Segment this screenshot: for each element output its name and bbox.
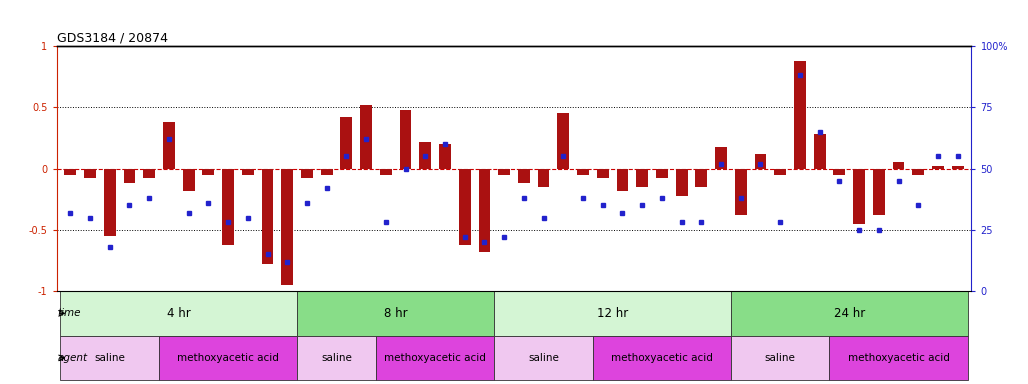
Bar [830,336,967,380]
Bar [222,169,234,245]
Bar [853,169,865,224]
Bar [538,169,550,187]
Bar [597,169,609,179]
Text: 4 hr: 4 hr [167,307,190,320]
Bar [61,291,297,336]
Bar [577,169,589,175]
Bar [261,169,273,264]
Bar [203,169,214,175]
Bar [123,169,136,183]
Bar [380,169,392,175]
Bar [159,336,297,380]
Text: saline: saline [321,353,352,363]
Text: agent: agent [58,353,87,363]
Text: methoxyacetic acid: methoxyacetic acid [611,353,712,363]
Bar [834,169,845,175]
Bar [104,169,116,236]
Bar [321,169,333,175]
Bar [518,169,529,183]
Bar [301,169,313,179]
Bar [593,336,731,380]
Bar [814,134,825,169]
Bar [340,117,353,169]
Text: 24 hr: 24 hr [834,307,865,320]
Bar [755,154,767,169]
Bar [932,166,944,169]
Text: saline: saline [528,353,559,363]
Bar [735,169,746,215]
Bar [360,105,372,169]
Bar [84,169,96,179]
Bar [636,169,648,187]
Bar [494,291,731,336]
Bar [297,336,376,380]
Text: saline: saline [765,353,796,363]
Text: methoxyacetic acid: methoxyacetic acid [847,353,950,363]
Bar [242,169,254,175]
Bar [183,169,194,190]
Bar [715,147,727,169]
Bar [297,291,494,336]
Bar [400,110,411,169]
Bar [617,169,628,190]
Bar [143,169,155,179]
Text: time: time [58,308,80,318]
Text: 12 hr: 12 hr [597,307,628,320]
Text: methoxyacetic acid: methoxyacetic acid [384,353,486,363]
Bar [439,144,451,169]
Text: saline: saline [95,353,125,363]
Bar [695,169,707,187]
Bar [952,166,963,169]
Bar [478,169,490,252]
Bar [557,113,570,169]
Text: methoxyacetic acid: methoxyacetic acid [177,353,279,363]
Bar [494,336,593,380]
Bar [873,169,885,215]
Text: GDS3184 / 20874: GDS3184 / 20874 [57,32,168,45]
Bar [794,61,806,169]
Bar [731,336,830,380]
Bar [675,169,688,195]
Bar [731,291,967,336]
Bar [912,169,924,175]
Bar [774,169,786,175]
Bar [499,169,510,175]
Text: 8 hr: 8 hr [383,307,407,320]
Bar [656,169,668,179]
Bar [419,142,431,169]
Bar [163,122,175,169]
Bar [376,336,494,380]
Bar [61,336,159,380]
Bar [65,169,76,175]
Bar [892,162,905,169]
Bar [458,169,471,245]
Bar [282,169,293,285]
